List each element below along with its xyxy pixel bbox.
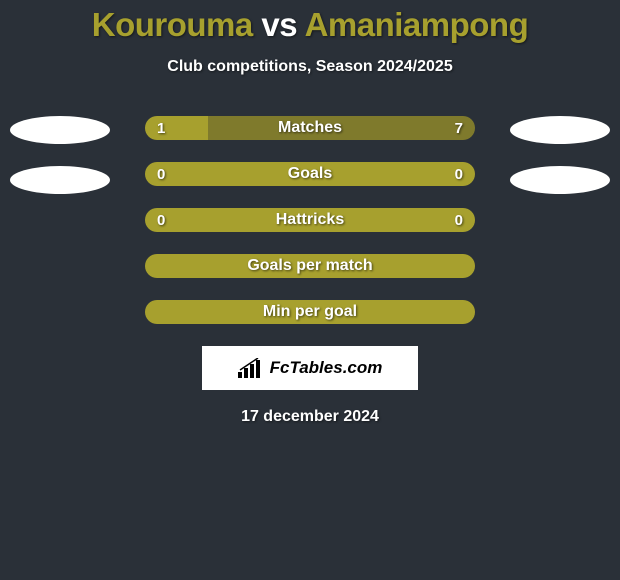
brand-box: FcTables.com [202,346,418,390]
stat-value-left: 0 [157,166,165,183]
player-photo-left [10,116,110,144]
stat-bar: Matches1 7 [145,116,475,140]
player-photo-right [510,116,610,144]
player-photo-left [10,166,110,194]
stat-label: Min per goal [145,303,475,321]
stat-row: Goals per match [0,254,620,278]
stat-bar: Goals per match [145,254,475,278]
stat-row: Goals0 0 [0,162,620,186]
footer-date: 17 december 2024 [0,408,620,426]
stat-row: Matches1 7 [0,116,620,140]
stat-label: Goals per match [145,257,475,275]
stat-label: Hattricks [145,211,475,229]
stat-bar: Goals0 0 [145,162,475,186]
stat-value-left: 0 [157,212,165,229]
stat-bar: Hattricks0 0 [145,208,475,232]
stat-value-right: 0 [455,166,463,183]
stat-row: Min per goal [0,300,620,324]
stat-label: Goals [145,165,475,183]
comparison-rows: Matches17Goals00Hattricks00Goals per mat… [0,116,620,324]
title-vs: vs [253,6,305,43]
title-player2: Amaniampong [305,6,529,43]
stat-value-right: 7 [455,120,463,137]
player-photo-right [510,166,610,194]
stat-row: Hattricks0 0 [0,208,620,232]
stat-bar: Min per goal [145,300,475,324]
title-player1: Kourouma [92,6,253,43]
brand-text: FcTables.com [270,358,383,378]
page-title: Kourouma vs Amaniampong [0,0,620,44]
page-subtitle: Club competitions, Season 2024/2025 [0,58,620,76]
stat-value-left: 1 [157,120,165,137]
chart-icon [238,358,264,378]
stat-value-right: 0 [455,212,463,229]
stat-label: Matches [145,119,475,137]
